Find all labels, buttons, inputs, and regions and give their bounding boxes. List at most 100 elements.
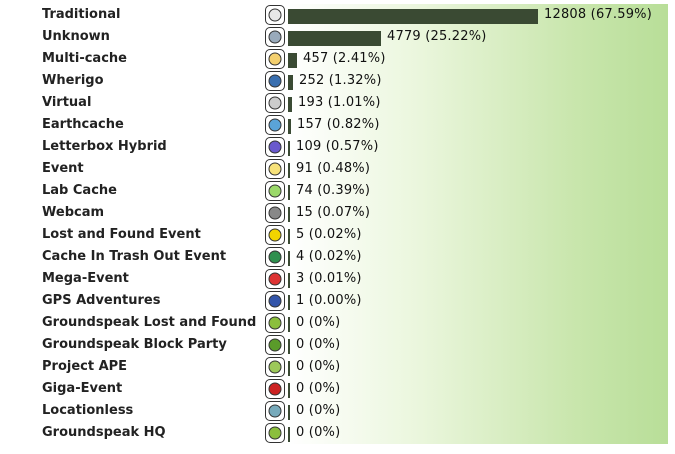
value-label: 5 (0.02%) [296,227,362,242]
value-label: 157 (0.82%) [297,117,380,132]
value-label: 12808 (67.59%) [544,7,652,22]
bar [288,317,290,332]
value-label: 4779 (25.22%) [387,29,487,44]
category-label: Cache In Trash Out Event [42,249,227,264]
value-label: 1 (0.00%) [296,293,362,308]
category-label: Event [42,161,84,176]
lost-and-found-event-icon [265,225,285,245]
groundspeak-block-party-icon [265,335,285,355]
chart-row: Lost and Found Event 5 (0.02%) [0,224,675,246]
chart-row: GPS Adventures 1 (0.00%) [0,290,675,312]
category-label: Traditional [42,7,121,22]
category-label: Lab Cache [42,183,117,198]
chart-row: Lab Cache 74 (0.39%) [0,180,675,202]
chart-row: Giga-Event 0 (0%) [0,378,675,400]
chart-row: Webcam 15 (0.07%) [0,202,675,224]
value-label: 15 (0.07%) [296,205,371,220]
category-label: Earthcache [42,117,124,132]
bar [288,53,297,68]
cito-event-icon [265,247,285,267]
groundspeak-hq-icon [265,423,285,443]
chart-row: Unknown 4779 (25.22%) [0,26,675,48]
category-label: Multi-cache [42,51,127,66]
bar [288,141,290,156]
unknown-cache-icon [265,27,285,47]
value-label: 0 (0%) [296,403,341,418]
category-label: Unknown [42,29,110,44]
traditional-cache-icon [265,5,285,25]
bar [288,339,290,354]
wherigo-icon [265,71,285,91]
value-label: 252 (1.32%) [299,73,382,88]
giga-event-icon [265,379,285,399]
bar [288,97,292,112]
category-label: Webcam [42,205,105,220]
value-label: 91 (0.48%) [296,161,371,176]
bar [288,229,290,244]
chart-row: Groundspeak Lost and Found 0 (0%) [0,312,675,334]
locationless-icon [265,401,285,421]
mega-event-icon [265,269,285,289]
category-label: GPS Adventures [42,293,161,308]
value-label: 0 (0%) [296,425,341,440]
value-label: 0 (0%) [296,381,341,396]
bar [288,163,290,178]
chart-row: Groundspeak HQ 0 (0%) [0,422,675,444]
chart-background [288,4,668,444]
bar [288,31,381,46]
category-label: Wherigo [42,73,104,88]
category-label: Virtual [42,95,92,110]
lab-cache-icon [265,181,285,201]
chart-row: Traditional 12808 (67.59%) [0,4,675,26]
webcam-icon [265,203,285,223]
value-label: 0 (0%) [296,359,341,374]
value-label: 0 (0%) [296,337,341,352]
bar [288,383,290,398]
bar [288,251,290,266]
bar [288,427,290,442]
chart-row: Locationless 0 (0%) [0,400,675,422]
bar [288,75,293,90]
category-label: Locationless [42,403,134,418]
bar [288,9,538,24]
category-label: Letterbox Hybrid [42,139,167,154]
earthcache-icon [265,115,285,135]
chart-row: Wherigo 252 (1.32%) [0,70,675,92]
category-label: Giga-Event [42,381,123,396]
category-label: Project APE [42,359,128,374]
chart-row: Cache In Trash Out Event 4 (0.02%) [0,246,675,268]
bar [288,207,290,222]
chart-row: Letterbox Hybrid 109 (0.57%) [0,136,675,158]
category-label: Groundspeak Lost and Found [42,315,257,330]
category-label: Groundspeak HQ [42,425,166,440]
multi-cache-icon [265,49,285,69]
bar [288,185,290,200]
category-label: Mega-Event [42,271,129,286]
chart-row: Earthcache 157 (0.82%) [0,114,675,136]
value-label: 0 (0%) [296,315,341,330]
bar [288,405,290,420]
bar [288,273,290,288]
gps-adventures-icon [265,291,285,311]
project-ape-icon [265,357,285,377]
value-label: 457 (2.41%) [303,51,386,66]
value-label: 4 (0.02%) [296,249,362,264]
bar [288,361,290,376]
chart-row: Groundspeak Block Party 0 (0%) [0,334,675,356]
chart-row: Event 91 (0.48%) [0,158,675,180]
value-label: 74 (0.39%) [296,183,371,198]
bar [288,295,290,310]
chart-row: Virtual 193 (1.01%) [0,92,675,114]
letterbox-hybrid-icon [265,137,285,157]
virtual-cache-icon [265,93,285,113]
value-label: 109 (0.57%) [296,139,379,154]
chart-row: Multi-cache 457 (2.41%) [0,48,675,70]
category-label: Lost and Found Event [42,227,201,242]
value-label: 193 (1.01%) [298,95,381,110]
chart-row: Mega-Event 3 (0.01%) [0,268,675,290]
category-label: Groundspeak Block Party [42,337,227,352]
chart-row: Project APE 0 (0%) [0,356,675,378]
value-label: 3 (0.01%) [296,271,362,286]
groundspeak-lost-and-found-icon [265,313,285,333]
